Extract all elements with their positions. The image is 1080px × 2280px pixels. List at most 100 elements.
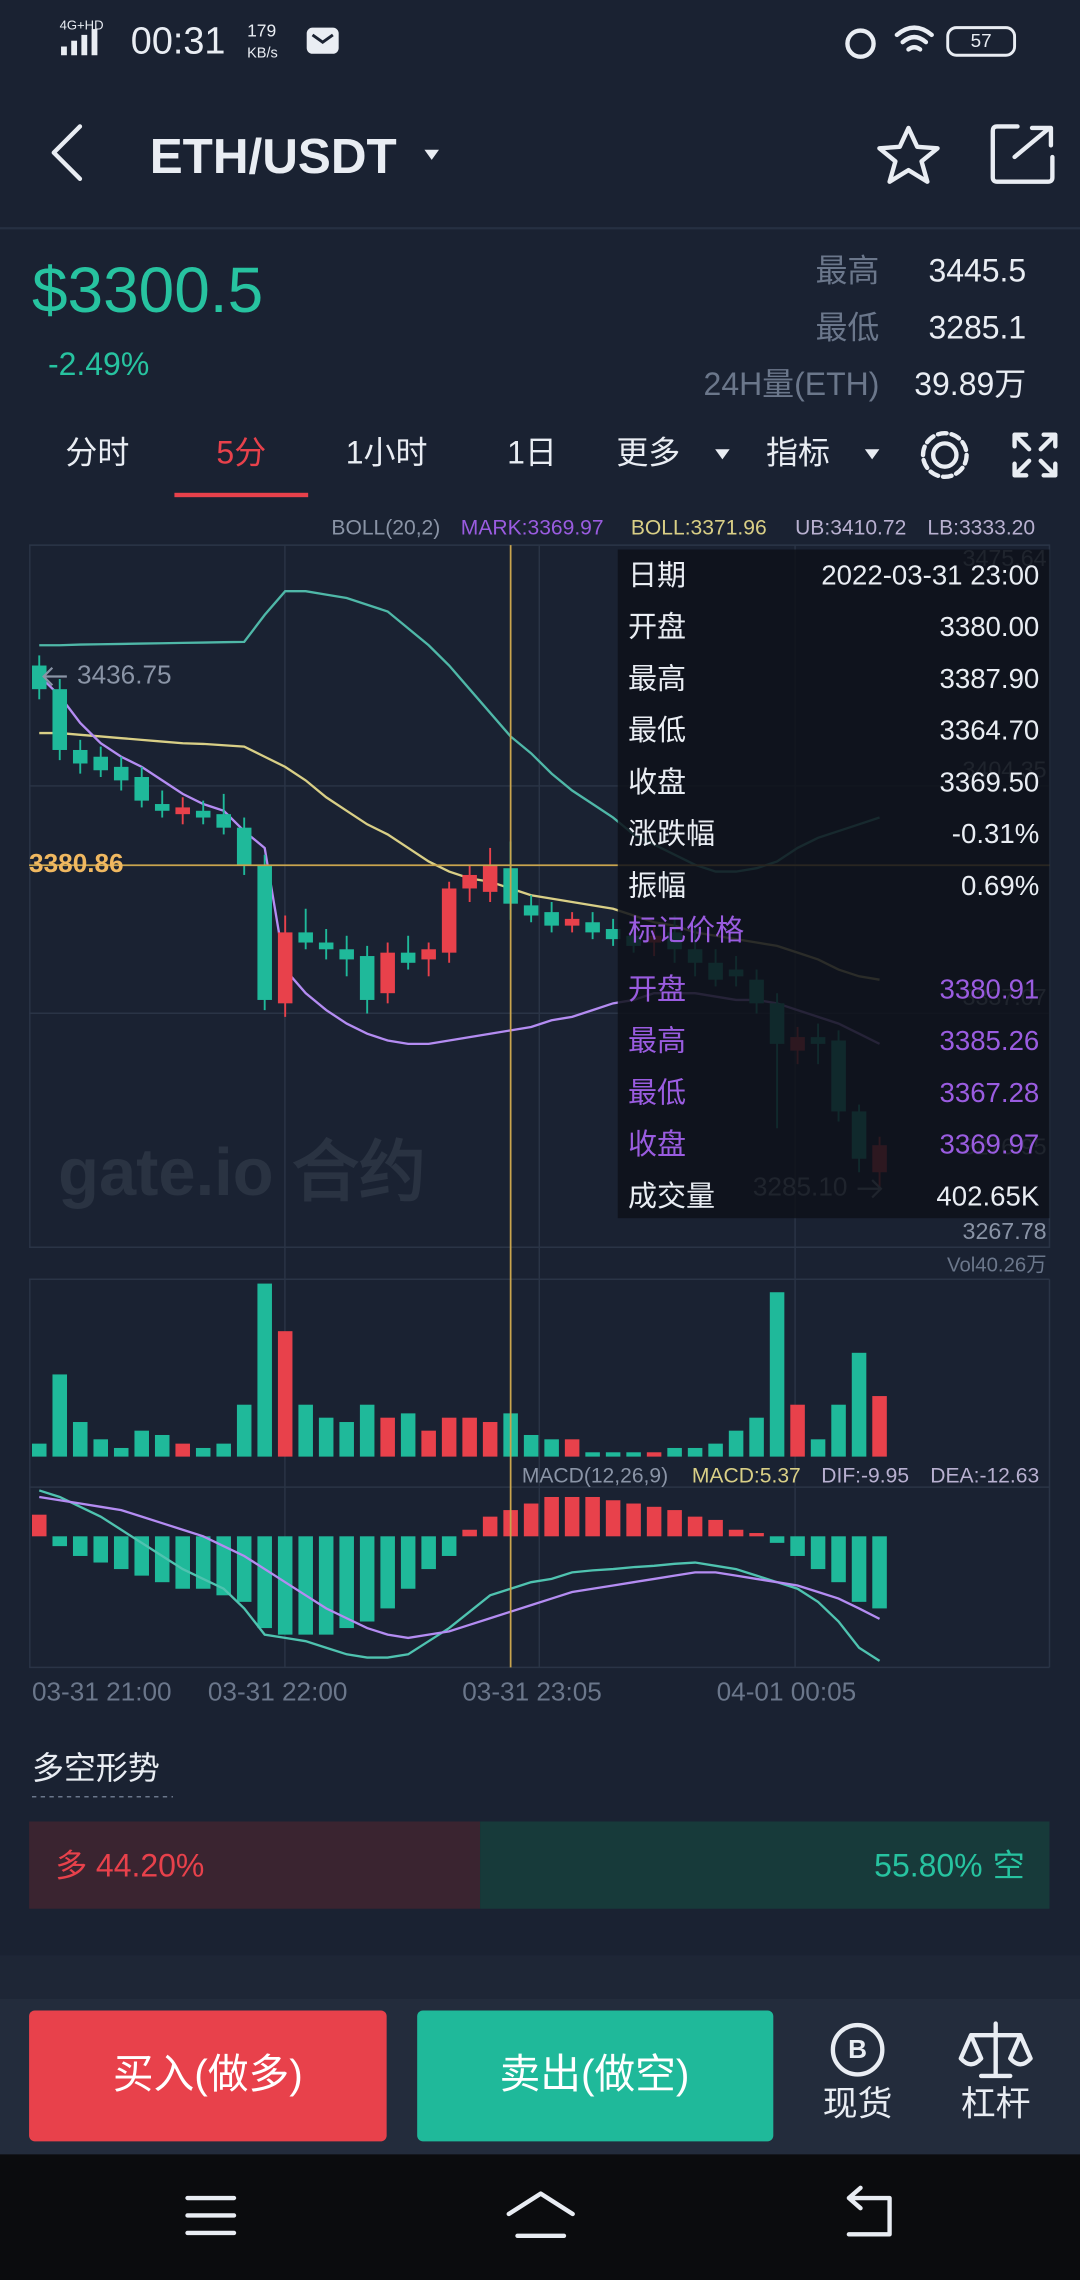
dif-line bbox=[38, 1489, 881, 1662]
volume-bar bbox=[134, 1430, 149, 1457]
sell-label[interactable]: 卖出(做空) bbox=[500, 2051, 690, 2097]
tooltip-label: 最低 bbox=[628, 714, 686, 747]
candle-body bbox=[359, 956, 375, 1000]
macd-bar bbox=[441, 1536, 457, 1556]
candle-body bbox=[195, 810, 211, 818]
tab-indicator bbox=[174, 492, 309, 498]
tooltip-label: 收盘 bbox=[628, 1128, 686, 1161]
candle-body bbox=[72, 749, 88, 764]
stat-label: 24H量(ETH) bbox=[704, 366, 880, 402]
stat-label: 最低 bbox=[815, 309, 879, 345]
margin-label[interactable]: 杠杆 bbox=[961, 2085, 1031, 2124]
tooltip-label: 开盘 bbox=[628, 973, 686, 1006]
spot-icon-glyph: B bbox=[848, 2034, 867, 2064]
macd-bar bbox=[298, 1536, 313, 1635]
macd-bar bbox=[810, 1536, 826, 1570]
home-button[interactable] bbox=[506, 2191, 575, 2238]
favorite-button[interactable] bbox=[877, 125, 940, 184]
buy-button[interactable] bbox=[29, 2010, 387, 2142]
candle-body bbox=[421, 949, 436, 960]
y-tick-label: 3267.78 bbox=[963, 1218, 1047, 1244]
volume-bar bbox=[626, 1452, 641, 1457]
back-button[interactable] bbox=[51, 124, 83, 181]
volume-bar bbox=[380, 1417, 395, 1457]
battery-icon bbox=[946, 26, 1017, 57]
margin-icon[interactable] bbox=[958, 2021, 1033, 2079]
more-dropdown[interactable] bbox=[715, 449, 730, 460]
volume-bar bbox=[790, 1404, 805, 1457]
tab[interactable]: 更多 bbox=[616, 434, 680, 470]
candle-body bbox=[462, 874, 477, 889]
candle-body bbox=[236, 827, 252, 865]
volume-bar bbox=[93, 1439, 109, 1457]
volume-bar bbox=[236, 1404, 252, 1457]
macd-legend: DIF:-9.95 bbox=[821, 1465, 909, 1488]
candle-body bbox=[318, 942, 334, 950]
macd-bar bbox=[728, 1529, 744, 1537]
macd-bar bbox=[626, 1503, 641, 1537]
short-label: 空 bbox=[993, 1847, 1025, 1883]
dea-line bbox=[39, 1495, 881, 1640]
fullscreen-button[interactable] bbox=[1012, 432, 1058, 478]
spot-icon[interactable] bbox=[830, 2022, 885, 2077]
buy-label[interactable]: 买入(做多) bbox=[113, 2051, 303, 2097]
x-tick-label: 03-31 23:05 bbox=[462, 1676, 602, 1706]
tooltip-label: 最低 bbox=[628, 1076, 686, 1109]
menu-button[interactable] bbox=[185, 2195, 237, 2236]
volume-bar bbox=[646, 1452, 662, 1457]
tab[interactable]: 5分 bbox=[216, 434, 266, 470]
spot-label[interactable]: 现货 bbox=[823, 2085, 893, 2124]
volume-bar bbox=[564, 1439, 580, 1457]
net-speed-unit: KB/s bbox=[247, 46, 278, 62]
settings-button[interactable] bbox=[920, 431, 969, 479]
macd-bar bbox=[667, 1510, 682, 1537]
tooltip-mark-title: 标记价格 bbox=[628, 914, 744, 947]
tab[interactable]: 1日 bbox=[507, 434, 557, 470]
macd-bar bbox=[749, 1533, 764, 1537]
macd-bar bbox=[421, 1536, 436, 1570]
candle-body bbox=[523, 905, 539, 916]
candle-body bbox=[154, 804, 170, 811]
macd-legend: MACD:5.37 bbox=[692, 1465, 801, 1488]
macd-bar bbox=[236, 1536, 252, 1602]
candle-body bbox=[52, 689, 68, 750]
candle-body bbox=[339, 949, 354, 960]
volume-bar bbox=[749, 1417, 764, 1457]
macd-bar bbox=[339, 1536, 354, 1629]
tab[interactable]: 指标 bbox=[766, 434, 830, 470]
volume-bar bbox=[72, 1422, 88, 1457]
macd-bar bbox=[544, 1496, 559, 1537]
volume-chart bbox=[31, 1283, 887, 1457]
stat-value: 39.89万 bbox=[914, 366, 1026, 402]
macd-bar bbox=[52, 1536, 68, 1547]
tooltip bbox=[617, 549, 1050, 1219]
volume-bar bbox=[441, 1417, 457, 1457]
sell-button[interactable] bbox=[417, 2010, 774, 2142]
volume-bar bbox=[810, 1439, 826, 1457]
macd-bar bbox=[585, 1496, 600, 1537]
candle-body bbox=[298, 932, 313, 943]
candle-body bbox=[564, 918, 580, 926]
volume-bar bbox=[523, 1434, 539, 1457]
tab[interactable]: 1小时 bbox=[346, 434, 428, 470]
volume-bar bbox=[154, 1434, 170, 1457]
pair-title[interactable]: ETH/USDT bbox=[150, 129, 397, 184]
tab[interactable]: 分时 bbox=[65, 434, 129, 470]
tooltip-value: 402.65K bbox=[936, 1180, 1039, 1211]
macd-bar bbox=[646, 1506, 662, 1537]
sentiment-bar bbox=[29, 1821, 1050, 1909]
tooltip-value: 2022-03-31 23:00 bbox=[821, 559, 1039, 590]
share-button[interactable] bbox=[990, 124, 1055, 184]
candle-body bbox=[482, 864, 498, 892]
volume-bar bbox=[113, 1447, 129, 1457]
indicator-dropdown[interactable] bbox=[864, 449, 880, 460]
back-nav-button[interactable] bbox=[846, 2185, 892, 2237]
tooltip-label: 振幅 bbox=[628, 869, 686, 902]
clock: 00:31 bbox=[131, 21, 226, 63]
volume-bar bbox=[872, 1396, 887, 1457]
volume-bar bbox=[318, 1417, 334, 1457]
volume-bar bbox=[175, 1443, 190, 1457]
x-tick-label: 04-01 00:05 bbox=[717, 1676, 857, 1706]
pair-dropdown[interactable] bbox=[424, 149, 439, 160]
